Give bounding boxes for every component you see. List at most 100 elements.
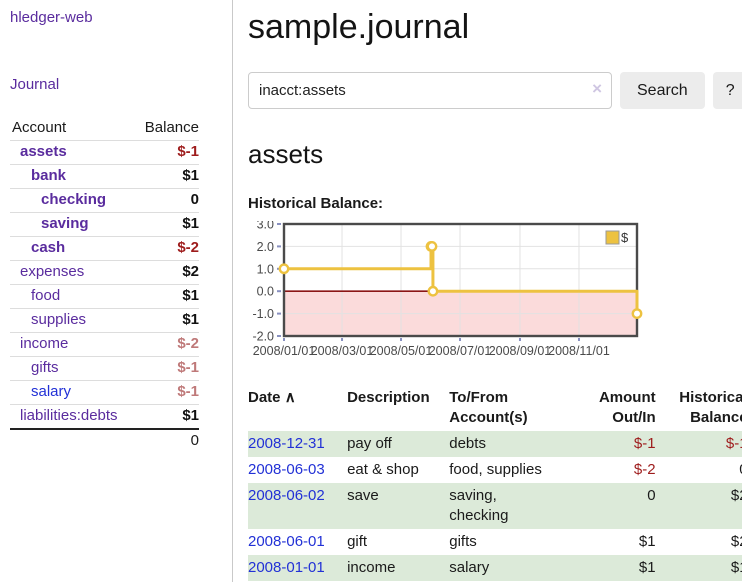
register-header-row: Date ∧ Description To/From Account(s) Am… <box>248 386 742 431</box>
account-balance: $2 <box>182 263 199 280</box>
transaction-amount: $1 <box>638 559 656 576</box>
balance-column-header: Balance <box>144 119 199 136</box>
main-content: sample.journal × Search ? assets Histori… <box>233 0 742 582</box>
svg-text:1.0: 1.0 <box>257 262 274 276</box>
svg-text:$: $ <box>621 230 629 245</box>
account-balance: 0 <box>190 191 199 208</box>
chart-title: Historical Balance: <box>248 195 384 212</box>
svg-text:2008/01/01: 2008/01/01 <box>253 344 316 358</box>
search-button[interactable]: Search <box>620 72 705 109</box>
column-header-balance[interactable]: Historical Balance <box>679 389 742 426</box>
register-row: 2008-06-03 eat & shop food, supplies $-2… <box>248 457 742 483</box>
account-balance: $1 <box>182 215 199 232</box>
account-balance: $-1 <box>177 359 199 376</box>
account-link-salary[interactable]: salary <box>31 383 72 400</box>
transaction-balance: $2 <box>730 533 742 550</box>
svg-text:3.0: 3.0 <box>257 221 274 232</box>
transaction-accounts: food, supplies <box>449 461 542 478</box>
account-row-liabilities-debts: liabilities:debts $1 <box>10 404 199 428</box>
transaction-description: gift <box>347 533 368 550</box>
sidebar: hledger-web Journal Account Balance asse… <box>0 0 233 582</box>
page-title: sample.journal <box>248 8 470 46</box>
register-row: 2008-06-02 save saving, checking 0 $2 <box>248 483 742 529</box>
help-button[interactable]: ? <box>712 72 742 109</box>
account-link-food[interactable]: food <box>31 287 61 304</box>
account-link-assets[interactable]: assets <box>20 143 67 160</box>
svg-text:2008/03/01: 2008/03/01 <box>311 344 374 358</box>
account-balance: $-2 <box>177 335 199 352</box>
register-row: 2008-01-01 income salary $1 $1 <box>248 555 742 581</box>
account-link-saving[interactable]: saving <box>41 215 89 232</box>
sort-asc-icon: ∧ <box>284 389 296 406</box>
account-link-bank[interactable]: bank <box>31 167 67 184</box>
svg-text:-1.0: -1.0 <box>252 307 274 321</box>
svg-text:0.0: 0.0 <box>257 285 274 299</box>
register-row: 2008-06-01 gift gifts $1 $2 <box>248 529 742 555</box>
sidebar-item-journal[interactable]: Journal <box>10 76 60 93</box>
register-table: Date ∧ Description To/From Account(s) Am… <box>248 386 742 581</box>
accounts-table-header: Account Balance <box>10 116 199 140</box>
historical-balance-chart[interactable]: 3.0 2.0 1.0 0.0 -1.0 -2.0 2008/01/01 2008/03/01… <box>248 218 742 372</box>
transaction-balance: $2 <box>730 487 742 504</box>
account-link-expenses[interactable]: expenses <box>20 263 85 280</box>
account-row-expenses: expenses $2 <box>10 260 199 284</box>
account-balance: $1 <box>182 407 199 424</box>
accounts-total-value: 0 <box>190 432 199 449</box>
account-row-gifts: gifts $-1 <box>10 356 199 380</box>
transaction-amount: $-2 <box>633 461 656 478</box>
transaction-date-link[interactable]: 2008-06-01 <box>248 533 325 550</box>
account-row-checking: checking 0 <box>10 188 199 212</box>
svg-text:2008/09/01: 2008/09/01 <box>489 344 552 358</box>
svg-text:2008/05/01: 2008/05/01 <box>370 344 433 358</box>
account-link-liabilities-debts[interactable]: liabilities:debts <box>20 407 118 424</box>
transaction-description: income <box>347 559 396 576</box>
account-balance: $-1 <box>177 143 199 160</box>
transaction-date-link[interactable]: 2008-01-01 <box>248 559 325 576</box>
transaction-description: eat & shop <box>347 461 419 478</box>
account-heading: assets <box>248 139 324 169</box>
transaction-balance: 0 <box>656 457 742 483</box>
column-header-date[interactable]: Date ∧ <box>248 389 296 406</box>
account-link-cash[interactable]: cash <box>31 239 66 256</box>
accounts-column-header: Account <box>12 119 67 136</box>
transaction-accounts: debts <box>449 435 486 452</box>
account-link-income[interactable]: income <box>20 335 69 352</box>
account-row-food: food $1 <box>10 284 199 308</box>
account-link-checking[interactable]: checking <box>41 191 107 208</box>
account-row-assets: assets $-1 <box>10 140 199 164</box>
accounts-table: Account Balance assets $-1 bank $1 check… <box>10 116 199 452</box>
svg-text:2.0: 2.0 <box>257 240 274 254</box>
app-brand-link[interactable]: hledger-web <box>10 9 93 26</box>
account-row-supplies: supplies $1 <box>10 308 199 332</box>
account-link-supplies[interactable]: supplies <box>31 311 87 328</box>
account-row-bank: bank $1 <box>10 164 199 188</box>
transaction-balance: $-1 <box>725 435 742 452</box>
column-header-amount[interactable]: Amount Out/In <box>598 389 656 426</box>
search-form: × Search ? <box>248 72 742 109</box>
account-balance: $-1 <box>177 383 199 400</box>
account-link-gifts[interactable]: gifts <box>31 359 59 376</box>
column-header-description[interactable]: Description <box>347 389 430 406</box>
svg-text:2008/11/01: 2008/11/01 <box>548 344 610 358</box>
account-row-salary: salary $-1 <box>10 380 199 404</box>
account-balance: $1 <box>182 167 199 184</box>
account-balance: $1 <box>182 287 199 304</box>
transaction-date-link[interactable]: 2008-06-02 <box>248 487 325 504</box>
account-balance: $-2 <box>177 239 199 256</box>
account-row-cash: cash $-2 <box>10 236 199 260</box>
transaction-date-link[interactable]: 2008-06-03 <box>248 461 325 478</box>
clear-search-icon[interactable]: × <box>592 79 602 98</box>
account-row-income: income $-2 <box>10 332 199 356</box>
transaction-description: save <box>347 487 379 504</box>
svg-text:2008/07/01: 2008/07/01 <box>429 344 492 358</box>
transaction-accounts: saving, checking <box>449 487 509 524</box>
search-input[interactable] <box>248 72 612 109</box>
transaction-date-link[interactable]: 2008-12-31 <box>248 435 325 452</box>
register-row: 2008-12-31 pay off debts $-1 $-1 <box>248 431 742 457</box>
column-header-accounts[interactable]: To/From Account(s) <box>449 389 528 426</box>
transaction-amount: $-1 <box>633 435 656 452</box>
transaction-accounts: gifts <box>449 533 477 550</box>
account-row-saving: saving $1 <box>10 212 199 236</box>
transaction-amount: 0 <box>647 487 656 504</box>
svg-text:-2.0: -2.0 <box>252 330 274 344</box>
